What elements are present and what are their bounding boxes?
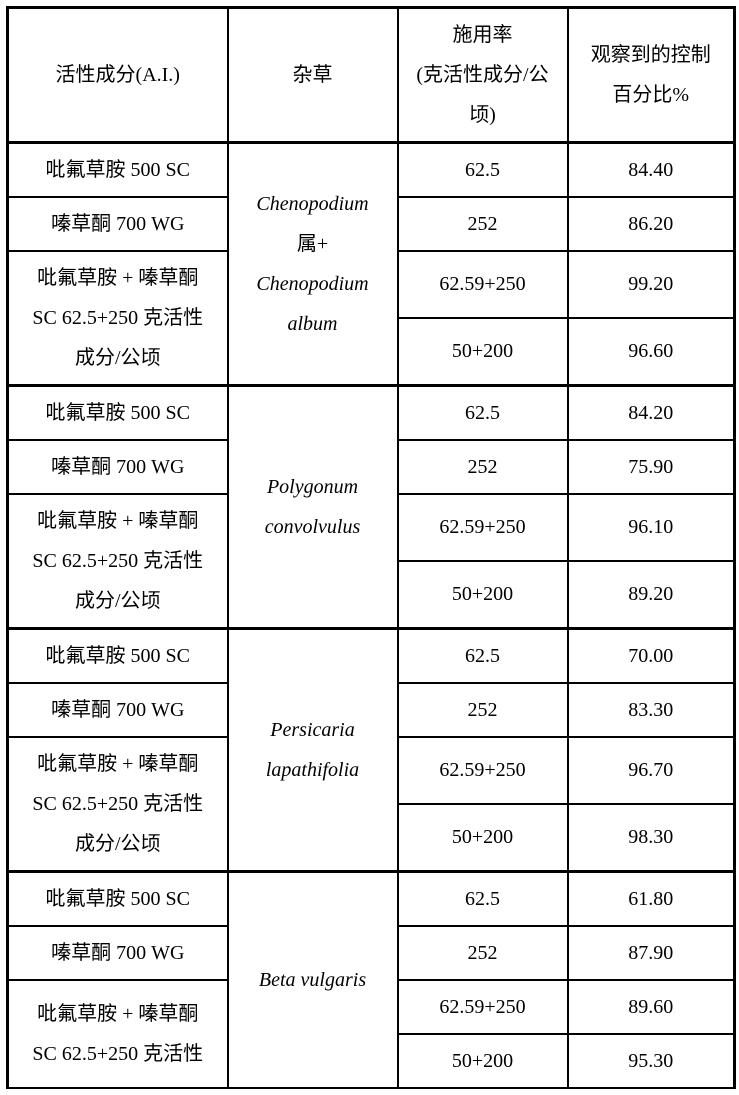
cell-treatment: 吡氟草胺 500 SC bbox=[8, 872, 228, 927]
cell-rate: 50+200 bbox=[398, 804, 568, 872]
cell-rate: 62.59+250 bbox=[398, 494, 568, 561]
weed-name-line: Chenopodium bbox=[256, 193, 368, 215]
header-active-ingredient: 活性成分(A.I.) bbox=[8, 8, 228, 143]
table-row: 吡氟草胺 500 SC Beta vulgaris 62.5 61.80 bbox=[8, 872, 735, 927]
cell-rate: 252 bbox=[398, 197, 568, 251]
herbicide-efficacy-table: 活性成分(A.I.) 杂草 施用率 (克活性成分/公 顷) 观察到的控制 百分比… bbox=[6, 6, 736, 1089]
cell-rate: 62.59+250 bbox=[398, 251, 568, 318]
cell-treatment: 嗪草酮 700 WG bbox=[8, 440, 228, 494]
weed-name-line: album bbox=[288, 313, 338, 335]
weed-name-line: Beta vulgaris bbox=[259, 969, 366, 991]
cell-treatment: 吡氟草胺 500 SC bbox=[8, 629, 228, 684]
cell-pct: 95.30 bbox=[568, 1034, 735, 1088]
cell-rate: 62.5 bbox=[398, 872, 568, 927]
cell-rate: 62.5 bbox=[398, 629, 568, 684]
cell-treatment-combo: 吡氟草胺 + 嗪草酮 SC 62.5+250 克活性 bbox=[8, 980, 228, 1088]
combo-line: 吡氟草胺 + 嗪草酮 bbox=[37, 267, 198, 289]
cell-rate: 252 bbox=[398, 926, 568, 980]
weed-name-line: convolvulus bbox=[265, 516, 361, 538]
cell-pct: 83.30 bbox=[568, 683, 735, 737]
cell-weed-chenopodium: Chenopodium 属+ Chenopodium album bbox=[228, 143, 398, 386]
header-rate-line3: 顷) bbox=[469, 104, 496, 126]
header-rate-line2: (克活性成分/公 bbox=[416, 64, 548, 86]
header-weed: 杂草 bbox=[228, 8, 398, 143]
cell-weed-beta: Beta vulgaris bbox=[228, 872, 398, 1089]
combo-line: SC 62.5+250 克活性 bbox=[32, 550, 203, 572]
combo-line: 吡氟草胺 + 嗪草酮 bbox=[37, 753, 198, 775]
cell-pct: 96.70 bbox=[568, 737, 735, 804]
cell-treatment: 吡氟草胺 500 SC bbox=[8, 143, 228, 198]
cell-treatment-combo: 吡氟草胺 + 嗪草酮 SC 62.5+250 克活性 成分/公顷 bbox=[8, 737, 228, 872]
cell-pct: 84.40 bbox=[568, 143, 735, 198]
cell-treatment: 嗪草酮 700 WG bbox=[8, 683, 228, 737]
weed-name-line: 属+ bbox=[297, 233, 328, 255]
combo-line: 吡氟草胺 + 嗪草酮 bbox=[37, 1003, 198, 1025]
cell-rate: 62.59+250 bbox=[398, 980, 568, 1034]
cell-rate: 50+200 bbox=[398, 318, 568, 386]
header-pct-line2: 百分比% bbox=[612, 84, 689, 106]
cell-pct: 96.10 bbox=[568, 494, 735, 561]
table-row: 吡氟草胺 500 SC Persicaria lapathifolia 62.5… bbox=[8, 629, 735, 684]
header-pct-line1: 观察到的控制 bbox=[591, 44, 711, 66]
cell-rate: 50+200 bbox=[398, 561, 568, 629]
header-rate-line1: 施用率 bbox=[453, 24, 513, 46]
cell-rate: 50+200 bbox=[398, 1034, 568, 1088]
header-rate: 施用率 (克活性成分/公 顷) bbox=[398, 8, 568, 143]
cell-treatment: 吡氟草胺 500 SC bbox=[8, 386, 228, 441]
combo-line: SC 62.5+250 克活性 bbox=[32, 793, 203, 815]
table-row: 吡氟草胺 500 SC Polygonum convolvulus 62.5 8… bbox=[8, 386, 735, 441]
weed-name-line: lapathifolia bbox=[266, 759, 359, 781]
cell-rate: 252 bbox=[398, 440, 568, 494]
cell-weed-polygonum: Polygonum convolvulus bbox=[228, 386, 398, 629]
cell-pct: 99.20 bbox=[568, 251, 735, 318]
combo-line: 成分/公顷 bbox=[75, 347, 161, 369]
cell-pct: 84.20 bbox=[568, 386, 735, 441]
weed-name-line: Chenopodium bbox=[256, 273, 368, 295]
cell-pct: 61.80 bbox=[568, 872, 735, 927]
cell-pct: 70.00 bbox=[568, 629, 735, 684]
cell-treatment: 嗪草酮 700 WG bbox=[8, 926, 228, 980]
weed-name-line: Persicaria bbox=[270, 719, 354, 741]
cell-treatment-combo: 吡氟草胺 + 嗪草酮 SC 62.5+250 克活性 成分/公顷 bbox=[8, 251, 228, 386]
cell-pct: 98.30 bbox=[568, 804, 735, 872]
page: 活性成分(A.I.) 杂草 施用率 (克活性成分/公 顷) 观察到的控制 百分比… bbox=[0, 0, 739, 1095]
cell-treatment-combo: 吡氟草胺 + 嗪草酮 SC 62.5+250 克活性 成分/公顷 bbox=[8, 494, 228, 629]
cell-weed-persicaria: Persicaria lapathifolia bbox=[228, 629, 398, 872]
cell-pct: 96.60 bbox=[568, 318, 735, 386]
cell-rate: 62.5 bbox=[398, 143, 568, 198]
cell-pct: 89.60 bbox=[568, 980, 735, 1034]
combo-line: 吡氟草胺 + 嗪草酮 bbox=[37, 510, 198, 532]
combo-line: SC 62.5+250 克活性 bbox=[32, 1043, 203, 1065]
weed-name-line: Polygonum bbox=[267, 476, 358, 498]
combo-line: 成分/公顷 bbox=[75, 833, 161, 855]
header-control-pct: 观察到的控制 百分比% bbox=[568, 8, 735, 143]
cell-rate: 252 bbox=[398, 683, 568, 737]
cell-rate: 62.5 bbox=[398, 386, 568, 441]
cell-pct: 89.20 bbox=[568, 561, 735, 629]
cell-rate: 62.59+250 bbox=[398, 737, 568, 804]
combo-line: SC 62.5+250 克活性 bbox=[32, 307, 203, 329]
table-row: 吡氟草胺 500 SC Chenopodium 属+ Chenopodium a… bbox=[8, 143, 735, 198]
cell-pct: 87.90 bbox=[568, 926, 735, 980]
combo-line: 成分/公顷 bbox=[75, 590, 161, 612]
cell-treatment: 嗪草酮 700 WG bbox=[8, 197, 228, 251]
cell-pct: 75.90 bbox=[568, 440, 735, 494]
cell-pct: 86.20 bbox=[568, 197, 735, 251]
table-header-row: 活性成分(A.I.) 杂草 施用率 (克活性成分/公 顷) 观察到的控制 百分比… bbox=[8, 8, 735, 143]
